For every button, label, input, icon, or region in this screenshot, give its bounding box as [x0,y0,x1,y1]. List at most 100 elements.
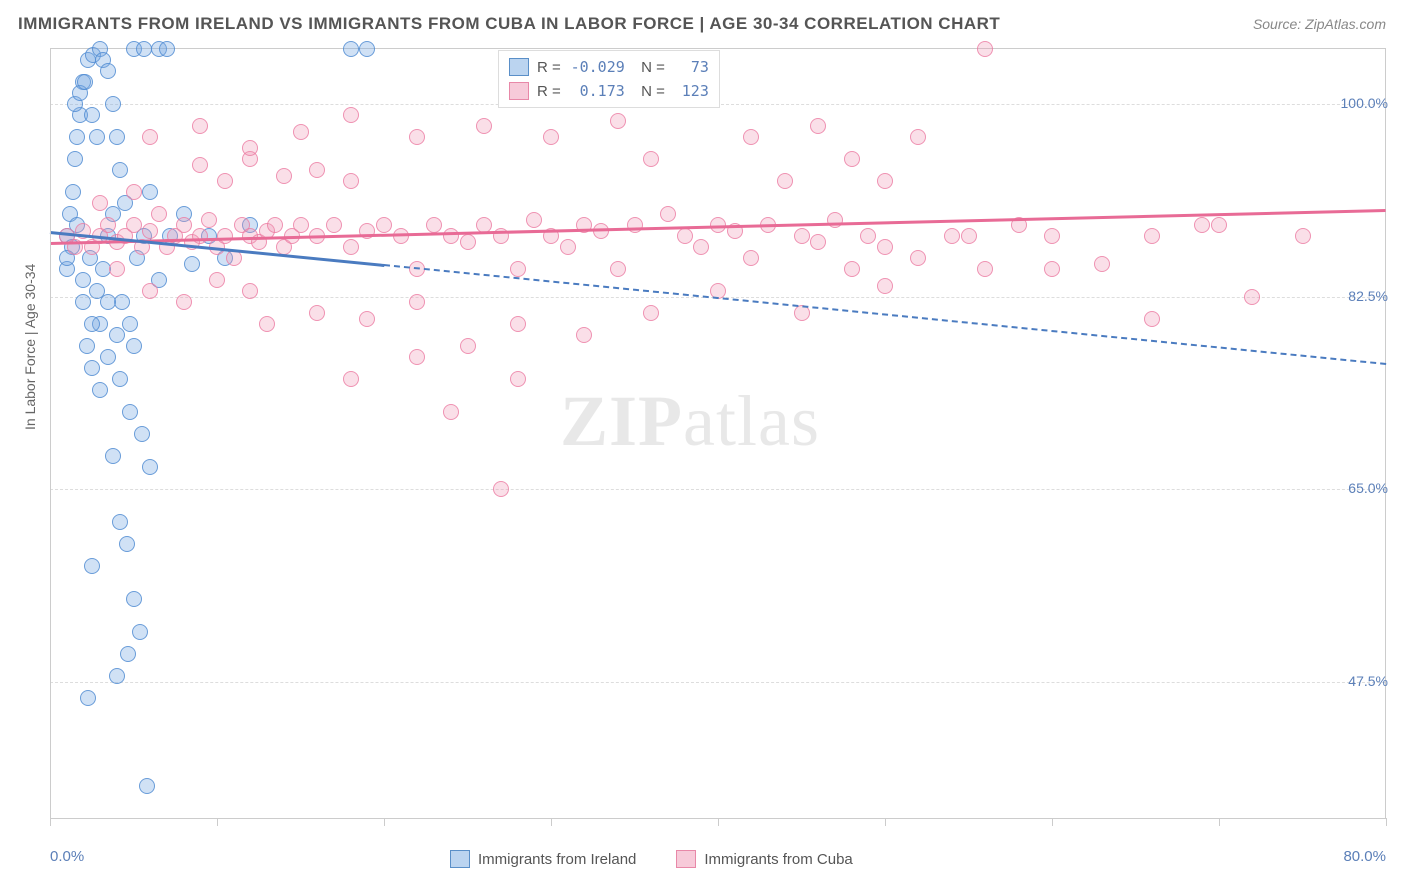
data-point [134,426,150,442]
data-point [176,217,192,233]
data-point [393,228,409,244]
x-tick [217,818,218,826]
correlation-chart: IMMIGRANTS FROM IRELAND VS IMMIGRANTS FR… [0,0,1406,892]
data-point [777,173,793,189]
data-point [142,129,158,145]
data-point [810,118,826,134]
y-tick-label: 82.5% [1348,288,1388,304]
swatch-blue-icon [509,58,529,76]
data-point [1295,228,1311,244]
data-point [192,228,208,244]
data-point [409,129,425,145]
data-point [343,41,359,57]
y-tick-label: 65.0% [1348,480,1388,496]
data-point [100,63,116,79]
data-point [409,349,425,365]
data-point [977,261,993,277]
data-point [359,311,375,327]
data-point [359,41,375,57]
data-point [743,250,759,266]
data-point [126,591,142,607]
gridline-h [50,682,1385,683]
data-point [100,349,116,365]
x-tick [1386,818,1387,826]
data-point [794,228,810,244]
data-point [677,228,693,244]
data-point [259,316,275,332]
data-point [120,646,136,662]
data-point [510,371,526,387]
data-point [844,151,860,167]
data-point [217,228,233,244]
data-point [526,212,542,228]
legend-n-value-ireland: 73 [673,58,709,76]
data-point [309,305,325,321]
data-point [139,778,155,794]
chart-title: IMMIGRANTS FROM IRELAND VS IMMIGRANTS FR… [18,14,1000,34]
data-point [460,338,476,354]
legend-n-label: N = [633,83,665,100]
data-point [217,173,233,189]
data-point [543,129,559,145]
data-point [84,360,100,376]
data-point [75,294,91,310]
data-point [65,184,81,200]
data-point [426,217,442,233]
data-point [126,217,142,233]
data-point [242,283,258,299]
data-point [293,124,309,140]
data-point [877,173,893,189]
y-tick-label: 47.5% [1348,673,1388,689]
data-point [1194,217,1210,233]
x-axis-min-label: 0.0% [50,848,84,865]
data-point [493,481,509,497]
legend-r-label: R = [537,59,561,76]
x-axis-max-label: 80.0% [1343,848,1386,865]
x-tick [718,818,719,826]
data-point [877,239,893,255]
swatch-pink-icon [509,82,529,100]
data-point [443,404,459,420]
data-point [910,250,926,266]
data-point [112,371,128,387]
data-point [267,217,283,233]
data-point [977,41,993,57]
data-point [343,173,359,189]
data-point [112,162,128,178]
data-point [142,459,158,475]
legend-n-label: N = [633,59,665,76]
legend-label-cuba: Immigrants from Cuba [704,851,852,868]
data-point [627,217,643,233]
legend-r-value-ireland: -0.029 [569,58,625,76]
data-point [343,107,359,123]
x-tick [551,818,552,826]
legend-r-label: R = [537,83,561,100]
data-point [109,668,125,684]
legend-item-ireland: Immigrants from Ireland [450,850,636,868]
data-point [309,162,325,178]
data-point [126,184,142,200]
data-point [184,256,200,272]
data-point [100,294,116,310]
data-point [1244,289,1260,305]
data-point [136,41,152,57]
data-point [1094,256,1110,272]
data-point [84,558,100,574]
data-point [560,239,576,255]
data-point [376,217,392,233]
data-point [126,338,142,354]
data-point [276,168,292,184]
data-point [105,96,121,112]
x-tick [885,818,886,826]
data-point [69,129,85,145]
data-point [142,184,158,200]
swatch-blue-icon [450,850,470,868]
data-point [944,228,960,244]
legend-r-value-cuba: 0.173 [569,82,625,100]
watermark-zip: ZIP [560,381,683,461]
y-axis [50,48,51,818]
data-point [84,107,100,123]
data-point [343,371,359,387]
data-point [242,140,258,156]
data-point [77,74,93,90]
